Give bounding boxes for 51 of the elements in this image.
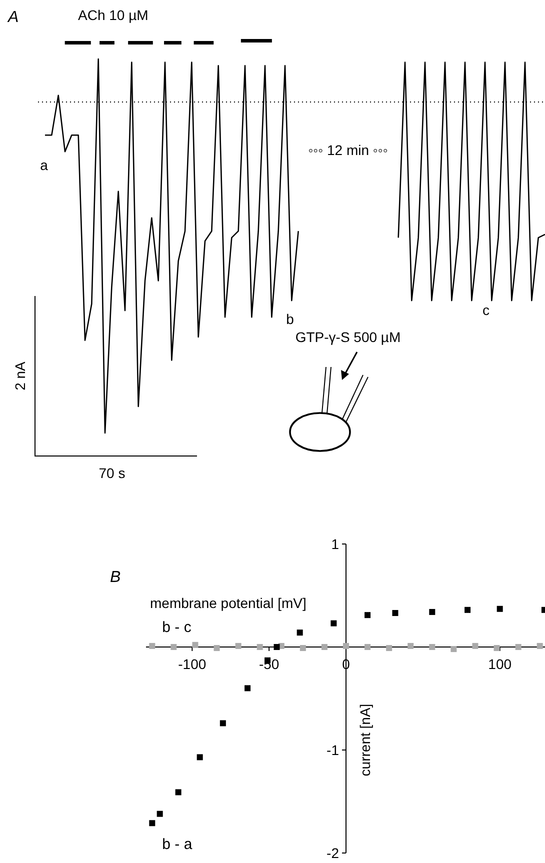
- point: [149, 820, 156, 826]
- point: [536, 642, 543, 649]
- point: [515, 644, 522, 650]
- annotation: b: [286, 311, 294, 327]
- point: [472, 642, 478, 649]
- point: [343, 642, 349, 649]
- annotation: GTP-γ-S 500 µM: [295, 329, 401, 345]
- point: [170, 644, 177, 650]
- point: [156, 810, 163, 817]
- point: [494, 645, 500, 652]
- y-axis-title: current [nA]: [357, 704, 373, 776]
- series-label: b - a: [162, 836, 193, 854]
- annotation: c: [482, 302, 490, 318]
- point: [149, 642, 156, 649]
- point: [392, 610, 398, 616]
- y-tick-label: -1: [326, 742, 340, 758]
- point: [196, 754, 203, 760]
- point: [300, 645, 306, 652]
- annotation: ◦◦◦ 12 min ◦◦◦: [308, 142, 388, 158]
- series-label: b - c: [162, 618, 192, 636]
- text: 2 nA: [12, 360, 28, 390]
- point: [220, 720, 226, 726]
- point: [364, 644, 371, 650]
- point: [244, 685, 251, 692]
- point: [450, 646, 457, 652]
- point: [214, 645, 220, 652]
- point: [364, 612, 371, 618]
- text: 70 s: [98, 465, 126, 481]
- text: B: [110, 569, 121, 586]
- y-tick-label: 1: [331, 536, 340, 552]
- point: [235, 642, 242, 649]
- point: [429, 644, 436, 650]
- point: [429, 608, 436, 615]
- x-axis-title: membrane potential [mV]: [150, 595, 306, 611]
- point: [256, 644, 263, 650]
- x-tick-label: -100: [178, 656, 206, 672]
- chart-title: A: [7, 9, 19, 26]
- text: ACh 10 µM: [78, 7, 148, 23]
- point: [464, 606, 471, 613]
- point: [321, 644, 328, 650]
- point: [192, 642, 198, 648]
- point: [296, 630, 303, 636]
- annotation: a: [40, 157, 48, 173]
- point: [330, 620, 337, 626]
- point: [386, 645, 392, 652]
- point: [496, 606, 503, 612]
- point: [274, 644, 280, 650]
- x-tick-label: 100: [488, 656, 512, 672]
- point: [175, 789, 182, 796]
- y-tick-label: -2: [326, 845, 340, 861]
- point: [408, 642, 414, 649]
